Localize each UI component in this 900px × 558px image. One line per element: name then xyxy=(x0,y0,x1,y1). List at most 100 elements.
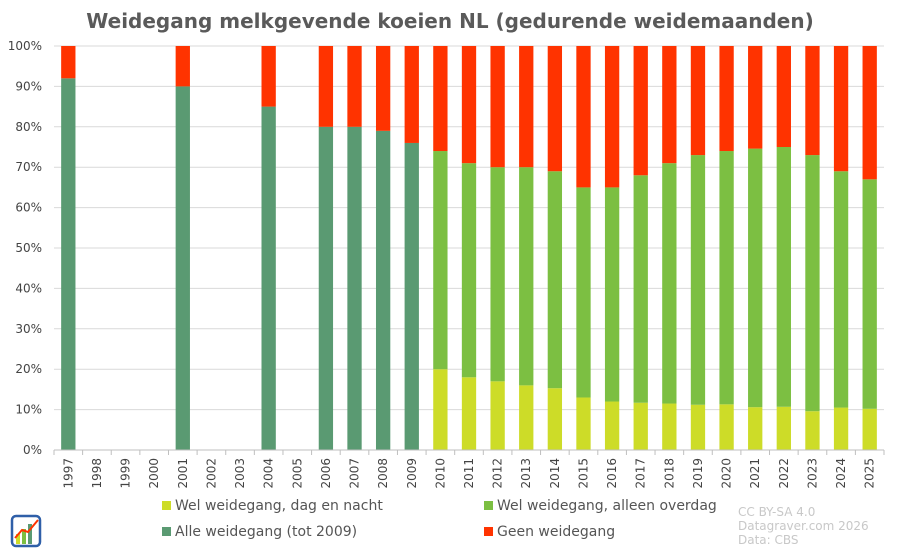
x-tick-label: 2021 xyxy=(748,458,762,489)
bar-segment xyxy=(404,46,419,143)
bar-segment xyxy=(404,142,419,450)
bar-segment xyxy=(261,106,276,450)
bar-segment xyxy=(433,46,448,152)
bar-segment xyxy=(461,46,477,164)
bar-segment xyxy=(805,411,820,450)
bar-segment xyxy=(175,86,190,451)
bar-segment xyxy=(833,171,849,408)
legend-swatch xyxy=(162,527,171,536)
bar-segment xyxy=(61,46,76,79)
bar-segment xyxy=(261,46,276,107)
legend-item: Alle weidegang (tot 2009) xyxy=(162,524,357,540)
x-tick-label: 2020 xyxy=(720,458,734,489)
bar-segment xyxy=(776,46,791,147)
bar-segment xyxy=(433,369,448,450)
legend-item: Geen weidegang xyxy=(484,524,615,540)
bar-segment xyxy=(175,46,190,87)
bar-segment xyxy=(604,187,620,402)
x-tick-label: 2000 xyxy=(147,458,161,489)
y-tick-label: 20% xyxy=(15,362,42,376)
x-tick-label: 2002 xyxy=(204,458,218,489)
credit-license: CC BY-SA 4.0 xyxy=(738,505,815,519)
legend-swatch xyxy=(484,527,493,536)
bar-segment xyxy=(633,46,648,176)
y-tick-label: 0% xyxy=(23,443,42,457)
legend-item: Wel weidegang, alleen overdag xyxy=(484,498,717,514)
x-tick-label: 2001 xyxy=(176,458,190,489)
bar-segment xyxy=(318,46,334,127)
bar-segment xyxy=(490,167,505,382)
bar-segment xyxy=(576,187,591,398)
x-tick-label: 2025 xyxy=(863,458,877,489)
bar-segment xyxy=(633,402,648,450)
x-tick-label: 2019 xyxy=(691,458,705,489)
credit-source: Data: CBS xyxy=(738,533,799,547)
legend: Wel weidegang, dag en nacht Wel weidegang… xyxy=(162,498,717,540)
bar-segment xyxy=(604,46,620,188)
bar-segment xyxy=(690,155,706,405)
y-tick-label: 80% xyxy=(15,120,42,134)
bar-segment xyxy=(833,407,849,450)
x-tick-label: 2024 xyxy=(834,458,848,489)
datagraver-logo-icon xyxy=(10,514,42,548)
bar-segment xyxy=(748,148,763,408)
bar-segment xyxy=(748,407,763,450)
bar-segment xyxy=(433,151,448,370)
x-tick-label: 2018 xyxy=(662,458,676,489)
y-tick-label: 50% xyxy=(15,241,42,255)
bar-segment xyxy=(748,46,763,149)
bar-segment xyxy=(547,46,563,172)
bar-segment xyxy=(375,130,391,450)
legend-item: Wel weidegang, dag en nacht xyxy=(162,498,383,514)
bar-segment xyxy=(547,171,563,389)
bar-segment xyxy=(662,163,677,404)
x-axis-ticks: 1997 1998 1999 2000 2001 2002 2003 2004 2005 2006… xyxy=(53,450,885,489)
bar-segment xyxy=(375,46,391,131)
bar-segment xyxy=(833,46,849,172)
y-tick-label: 90% xyxy=(15,79,42,93)
bar-segment xyxy=(690,46,706,156)
x-tick-label: 2023 xyxy=(805,458,819,489)
bar-segment xyxy=(576,397,591,450)
y-tick-label: 40% xyxy=(15,281,42,295)
bars xyxy=(61,46,877,451)
x-tick-label: 1998 xyxy=(90,458,104,489)
bar-segment xyxy=(805,155,820,412)
bar-segment xyxy=(347,126,362,451)
bar-segment xyxy=(862,408,877,450)
bar-segment xyxy=(719,404,734,450)
y-tick-label: 60% xyxy=(15,201,42,215)
y-tick-label: 10% xyxy=(15,403,42,417)
bar-segment xyxy=(690,404,706,450)
bar-segment xyxy=(61,78,76,450)
x-tick-label: 2011 xyxy=(462,458,476,489)
x-tick-label: 2017 xyxy=(634,458,648,489)
x-tick-label: 2005 xyxy=(290,458,304,489)
bar-segment xyxy=(519,167,534,386)
bar-segment xyxy=(805,46,820,156)
bar-segment xyxy=(547,388,563,450)
bar-segment xyxy=(776,147,791,407)
legend-label: Alle weidegang (tot 2009) xyxy=(175,524,357,540)
bar-segment xyxy=(719,151,734,405)
y-tick-label: 30% xyxy=(15,322,42,336)
legend-swatch xyxy=(484,501,493,510)
x-tick-label: 2003 xyxy=(233,458,247,489)
x-tick-label: 2007 xyxy=(348,458,362,489)
credit-site: Datagraver.com 2026 xyxy=(738,519,869,533)
bar-segment xyxy=(719,46,734,152)
bar-segment xyxy=(633,175,648,403)
legend-swatch xyxy=(162,501,171,510)
bar-segment xyxy=(862,46,877,180)
x-tick-label: 2004 xyxy=(262,458,276,489)
x-tick-label: 1999 xyxy=(119,458,133,489)
x-tick-label: 2006 xyxy=(319,458,333,489)
x-tick-label: 2014 xyxy=(548,458,562,489)
bar-segment xyxy=(662,46,677,164)
y-axis-ticks: 0% 10% 20% 30% 40% 50% 60% 70% 80% 90% 100% xyxy=(8,39,42,457)
bar-segment xyxy=(347,46,362,127)
bar-segment xyxy=(862,179,877,409)
legend-label: Wel weidegang, alleen overdag xyxy=(497,498,717,514)
legend-label: Geen weidegang xyxy=(497,524,615,540)
